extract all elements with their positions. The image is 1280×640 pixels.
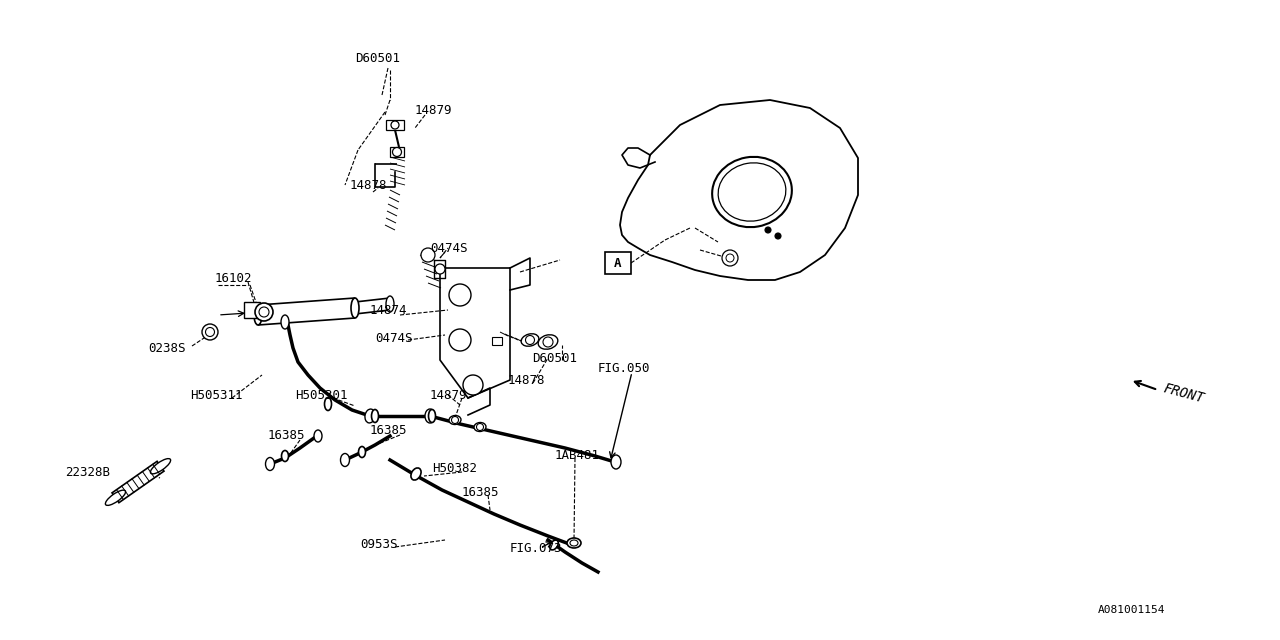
Circle shape xyxy=(390,121,399,129)
Ellipse shape xyxy=(712,157,792,227)
Ellipse shape xyxy=(567,538,581,548)
Bar xyxy=(244,302,260,318)
Text: FIG.050: FIG.050 xyxy=(598,362,650,374)
Circle shape xyxy=(774,233,781,239)
Ellipse shape xyxy=(538,335,558,349)
Ellipse shape xyxy=(253,305,262,325)
Bar xyxy=(605,252,631,274)
Text: H505311: H505311 xyxy=(189,388,242,401)
Text: 14878: 14878 xyxy=(508,374,545,387)
Ellipse shape xyxy=(611,455,621,469)
Text: 0474S: 0474S xyxy=(375,332,412,344)
Text: 22328B: 22328B xyxy=(65,465,110,479)
Polygon shape xyxy=(113,461,164,502)
Ellipse shape xyxy=(351,298,358,318)
Ellipse shape xyxy=(365,409,375,423)
Ellipse shape xyxy=(429,410,435,422)
Text: A081001154: A081001154 xyxy=(1097,605,1165,615)
Ellipse shape xyxy=(411,468,421,480)
Circle shape xyxy=(421,248,435,262)
Text: FRONT: FRONT xyxy=(1162,382,1206,406)
Text: 14874: 14874 xyxy=(370,303,407,317)
Bar xyxy=(390,147,404,157)
Text: D60501: D60501 xyxy=(532,351,577,365)
Text: 16385: 16385 xyxy=(462,486,499,499)
Text: 14879: 14879 xyxy=(415,104,453,116)
Circle shape xyxy=(435,264,445,274)
Text: 1AB481: 1AB481 xyxy=(556,449,600,461)
Text: 16385: 16385 xyxy=(370,424,407,436)
Ellipse shape xyxy=(425,409,435,423)
Bar xyxy=(387,120,404,130)
Ellipse shape xyxy=(282,451,288,461)
Circle shape xyxy=(255,303,273,321)
Text: D60501: D60501 xyxy=(355,51,399,65)
Ellipse shape xyxy=(282,315,289,329)
Ellipse shape xyxy=(358,447,366,458)
Ellipse shape xyxy=(105,490,125,506)
Text: FIG.073: FIG.073 xyxy=(509,541,562,554)
Ellipse shape xyxy=(314,430,323,442)
Circle shape xyxy=(202,324,218,340)
Ellipse shape xyxy=(474,422,486,431)
Ellipse shape xyxy=(340,454,349,467)
Text: 14878: 14878 xyxy=(349,179,388,191)
Circle shape xyxy=(543,337,553,347)
Circle shape xyxy=(722,250,739,266)
Circle shape xyxy=(765,227,771,233)
Bar xyxy=(492,337,502,345)
Text: 16385: 16385 xyxy=(268,429,306,442)
Ellipse shape xyxy=(549,540,558,550)
Text: 14879: 14879 xyxy=(430,388,467,401)
Text: 16102: 16102 xyxy=(215,271,252,285)
Ellipse shape xyxy=(521,333,539,346)
Circle shape xyxy=(526,335,535,344)
Ellipse shape xyxy=(371,410,379,422)
Text: H50382: H50382 xyxy=(433,461,477,474)
Ellipse shape xyxy=(265,458,274,470)
Ellipse shape xyxy=(325,397,332,410)
Ellipse shape xyxy=(151,459,170,474)
Circle shape xyxy=(463,375,483,395)
Circle shape xyxy=(449,329,471,351)
Text: 0953S: 0953S xyxy=(360,538,398,552)
Text: 0474S: 0474S xyxy=(430,241,467,255)
Text: A: A xyxy=(614,257,622,269)
Ellipse shape xyxy=(387,296,394,312)
Circle shape xyxy=(393,147,402,157)
Text: 0238S: 0238S xyxy=(148,342,186,355)
Ellipse shape xyxy=(570,540,579,546)
Text: H505301: H505301 xyxy=(294,388,347,401)
Circle shape xyxy=(449,284,471,306)
Ellipse shape xyxy=(449,415,461,424)
